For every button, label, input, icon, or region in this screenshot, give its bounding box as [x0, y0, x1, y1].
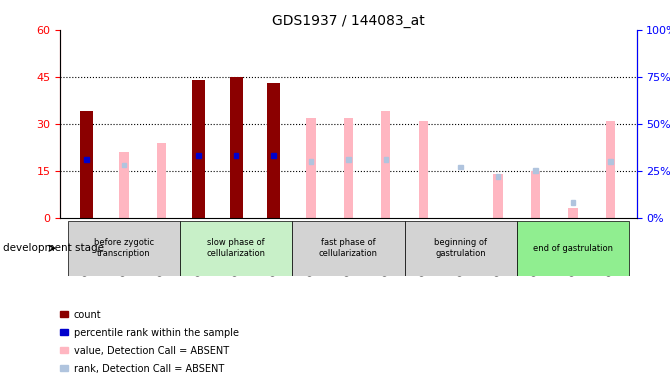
Bar: [493, 174, 502, 217]
Bar: [606, 121, 615, 218]
Text: count: count: [74, 309, 101, 320]
Bar: [230, 77, 243, 218]
Bar: [157, 142, 166, 218]
Title: GDS1937 / 144083_at: GDS1937 / 144083_at: [272, 13, 425, 28]
Text: rank, Detection Call = ABSENT: rank, Detection Call = ABSENT: [74, 363, 224, 374]
Text: end of gastrulation: end of gastrulation: [533, 244, 613, 253]
Text: before zygotic
transcription: before zygotic transcription: [94, 238, 154, 258]
Bar: [60, 346, 68, 353]
Bar: [60, 364, 68, 371]
Bar: [196, 153, 201, 158]
Bar: [571, 200, 575, 205]
Bar: [192, 80, 205, 218]
Bar: [292, 221, 405, 276]
Bar: [517, 221, 629, 276]
Bar: [80, 111, 93, 218]
Bar: [60, 310, 68, 317]
Text: fast phase of
cellularization: fast phase of cellularization: [319, 238, 378, 258]
Bar: [234, 153, 239, 158]
Bar: [68, 221, 180, 276]
Bar: [60, 328, 68, 335]
Bar: [383, 157, 388, 162]
Bar: [568, 208, 578, 218]
Text: slow phase of
cellularization: slow phase of cellularization: [206, 238, 265, 258]
Bar: [496, 174, 500, 178]
Bar: [306, 117, 316, 218]
Text: development stage: development stage: [3, 243, 105, 253]
Bar: [122, 163, 126, 167]
Bar: [458, 165, 463, 169]
Bar: [405, 221, 517, 276]
Bar: [84, 157, 88, 162]
Bar: [533, 168, 538, 173]
Bar: [419, 121, 428, 218]
Bar: [267, 83, 280, 218]
Bar: [344, 117, 353, 218]
Bar: [309, 159, 314, 164]
Bar: [271, 153, 276, 158]
Bar: [119, 152, 129, 217]
Bar: [381, 111, 391, 218]
Text: value, Detection Call = ABSENT: value, Detection Call = ABSENT: [74, 345, 229, 355]
Bar: [531, 171, 540, 217]
Bar: [180, 221, 292, 276]
Text: beginning of
gastrulation: beginning of gastrulation: [434, 238, 487, 258]
Bar: [608, 159, 612, 164]
Text: percentile rank within the sample: percentile rank within the sample: [74, 327, 239, 338]
Bar: [346, 157, 350, 162]
